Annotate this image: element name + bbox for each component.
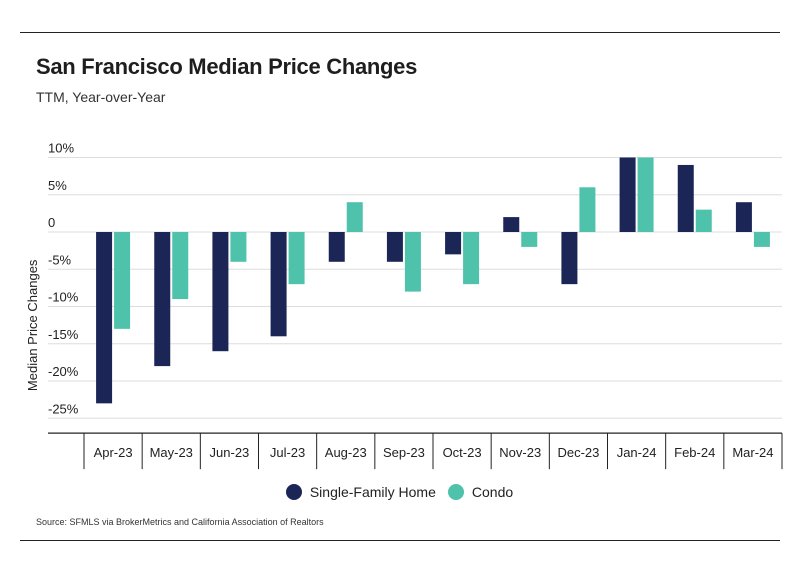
y-axis-label: Median Price Changes xyxy=(25,259,40,391)
bar-single-family xyxy=(96,232,113,404)
chart-subtitle: TTM, Year-over-Year xyxy=(36,89,166,105)
x-tick-label: Dec-23 xyxy=(557,445,599,460)
bar-condo xyxy=(463,232,480,285)
y-tick-label: -10% xyxy=(48,290,79,305)
bar-single-family xyxy=(503,217,520,232)
bar-condo xyxy=(753,232,770,247)
x-tick-label: May-23 xyxy=(150,445,193,460)
bar-single-family xyxy=(445,232,462,255)
x-tick-label: Jul-23 xyxy=(270,445,305,460)
bar-condo xyxy=(114,232,131,329)
x-tick-label: Oct-23 xyxy=(443,445,482,460)
source-note: Source: SFMLS via BrokerMetrics and Cali… xyxy=(36,517,324,527)
bar-single-family xyxy=(270,232,287,337)
bar-single-family xyxy=(561,232,578,285)
bar-condo xyxy=(288,232,305,285)
x-tick-label: Feb-24 xyxy=(674,445,715,460)
bar-single-family xyxy=(677,164,694,232)
bar-single-family xyxy=(386,232,403,262)
legend-item-single-family[interactable]: Single-Family Home xyxy=(285,484,436,500)
y-tick-label: -20% xyxy=(48,364,79,379)
bar-condo xyxy=(579,187,596,232)
x-tick-label: Apr-23 xyxy=(94,445,133,460)
bar-single-family xyxy=(619,157,636,232)
bottom-rule xyxy=(20,540,780,541)
bar-single-family xyxy=(328,232,345,262)
bar-single-family xyxy=(735,202,752,232)
bar-condo xyxy=(230,232,247,262)
y-tick-label: 0 xyxy=(48,215,55,230)
y-tick-label: -5% xyxy=(48,252,72,267)
x-tick-label: Aug-23 xyxy=(325,445,367,460)
x-tick-label: Jan-24 xyxy=(617,445,657,460)
x-tick-label: Mar-24 xyxy=(732,445,773,460)
bar-condo xyxy=(695,209,712,232)
x-tick-label: Nov-23 xyxy=(499,445,541,460)
legend: Single-Family Home Condo xyxy=(0,484,799,500)
bar-single-family xyxy=(154,232,171,367)
bar-condo xyxy=(521,232,538,247)
top-rule xyxy=(20,32,780,33)
single-family-swatch-icon xyxy=(285,484,302,500)
bar-condo xyxy=(172,232,189,300)
y-tick-label: 5% xyxy=(48,178,67,193)
condo-swatch-icon xyxy=(447,484,464,500)
y-tick-label: -15% xyxy=(48,327,79,342)
bar-condo xyxy=(404,232,421,292)
bar-single-family xyxy=(212,232,229,352)
y-tick-label: -25% xyxy=(48,401,79,416)
chart-title: San Francisco Median Price Changes xyxy=(36,54,418,79)
bar-condo xyxy=(346,202,363,232)
legend-item-condo[interactable]: Condo xyxy=(447,484,514,500)
legend-label-single-family: Single-Family Home xyxy=(309,484,436,500)
x-tick-label: Sep-23 xyxy=(383,445,425,460)
bar-condo xyxy=(637,157,654,232)
legend-label-condo: Condo xyxy=(471,484,514,500)
x-tick-label: Jun-23 xyxy=(210,445,250,460)
y-tick-label: 10% xyxy=(48,141,74,156)
